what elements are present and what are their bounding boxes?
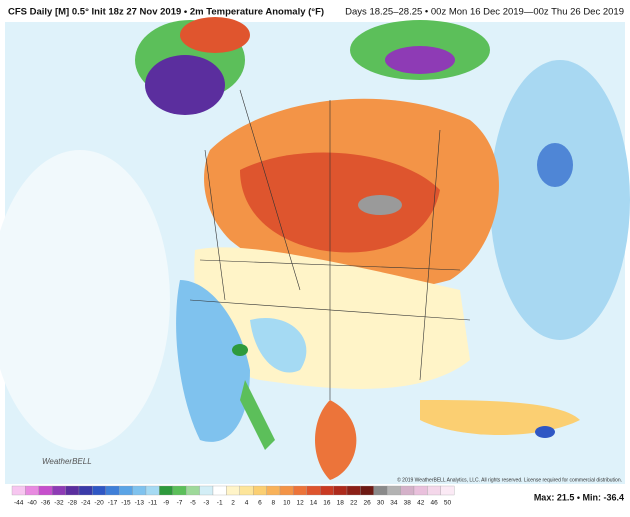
colorbar-swatch [400, 485, 415, 496]
colorbar-swatch [387, 485, 401, 496]
colorbar-swatch [199, 485, 214, 496]
colorbar-swatch [360, 485, 374, 496]
colorbar-label: 2 [231, 500, 235, 507]
colorbar-swatch [11, 485, 26, 496]
colorbar-swatch [78, 485, 93, 496]
colorbar-label: -3 [203, 500, 209, 507]
colorbar-label: -24 [81, 500, 91, 507]
colorbar-swatch [212, 485, 227, 496]
colorbar-swatch [119, 485, 133, 496]
colorbar-label: 6 [258, 500, 262, 507]
credit: © 2019 WeatherBELL Analytics, LLC. All r… [397, 476, 622, 483]
header-left: CFS Daily [M] 0.5° Init 18z 27 Nov 2019 … [8, 7, 324, 18]
colorbar-swatch [159, 485, 173, 496]
colorbar-label: 8 [271, 500, 275, 507]
colorbar-label: -13 [135, 500, 145, 507]
colorbar-swatch [65, 485, 80, 496]
colorbar-label: -7 [177, 500, 183, 507]
colorbar-label: -44 [14, 500, 24, 507]
colorbar: -44 -40 -36 -32 -28 -24 -20 -17 -15 -13 -11 -9 -7 -5-… [11, 485, 455, 507]
colorbar-swatch [440, 485, 455, 496]
colorbar-swatch [38, 485, 53, 496]
colorbar-swatch [320, 485, 334, 496]
header-right: Days 18.25–28.25 • 00z Mon 16 Dec 2019—0… [345, 7, 624, 18]
colorbar-label: -20 [94, 500, 104, 507]
colorbar-label: 10 [283, 500, 291, 507]
colorbar-swatch [346, 485, 361, 496]
colorbar-label: 46 [430, 500, 438, 507]
logo: WeatherBELL [42, 457, 92, 466]
colorbar-swatch [132, 485, 147, 496]
colorbar-label: 50 [444, 500, 452, 507]
colorbar-label: 34 [390, 500, 398, 507]
colorbar-label: 22 [350, 500, 358, 507]
colorbar-swatch [92, 485, 106, 496]
colorbar-swatch [427, 485, 441, 496]
colorbar-swatch [145, 485, 160, 496]
colorbar-label: 18 [337, 500, 345, 507]
colorbar-swatch [413, 485, 428, 496]
colorbar-label: -11 [148, 500, 157, 507]
colorbar-label: 26 [363, 500, 371, 507]
colorbar-swatch [266, 485, 281, 496]
colorbar-swatch [186, 485, 200, 496]
colorbar-swatch [333, 485, 348, 496]
colorbar-label: -28 [68, 500, 78, 507]
colorbar-label: -9 [163, 500, 169, 507]
colorbar-swatch [52, 485, 66, 496]
colorbar-label: 14 [310, 500, 318, 507]
colorbar-swatch [25, 485, 39, 496]
colorbar-label: 12 [296, 500, 304, 507]
colorbar-label: -36 [41, 500, 51, 507]
colorbar-label: 42 [417, 500, 425, 507]
colorbar-swatch [293, 485, 307, 496]
colorbar-label: -15 [121, 500, 131, 507]
colorbar-label: 4 [245, 500, 249, 507]
colorbar-swatch [226, 485, 240, 496]
colorbar-swatch [172, 485, 187, 496]
colorbar-swatch [373, 485, 388, 496]
colorbar-label: -5 [190, 500, 196, 507]
colorbar-swatch [239, 485, 254, 496]
colorbar-swatch [105, 485, 120, 496]
map: WeatherBELL © 2019 WeatherBELL Analytics… [0, 17, 630, 484]
stats: Max: 21.5 • Min: -36.4 [534, 492, 624, 502]
colorbar-label: -32 [54, 500, 64, 507]
colorbar-swatch [306, 485, 321, 496]
colorbar-label: -17 [108, 500, 118, 507]
colorbar-label: 38 [404, 500, 412, 507]
colorbar-swatch [253, 485, 267, 496]
colorbar-label: -1 [217, 500, 223, 507]
colorbar-label: 16 [323, 500, 331, 507]
colorbar-swatch [279, 485, 294, 496]
colorbar-label: -40 [27, 500, 37, 507]
colorbar-label: 30 [377, 500, 385, 507]
